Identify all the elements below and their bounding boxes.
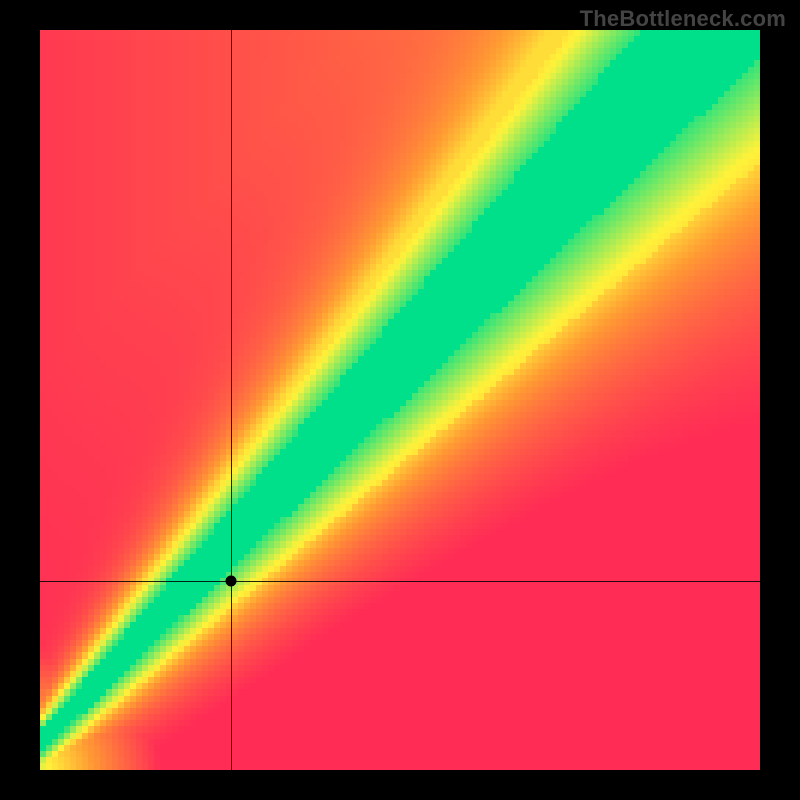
- bottleneck-heatmap: [40, 30, 760, 770]
- crosshair-vertical: [231, 30, 232, 770]
- chart-container: TheBottleneck.com: [0, 0, 800, 800]
- watermark-text: TheBottleneck.com: [580, 6, 786, 32]
- crosshair-horizontal: [40, 581, 760, 582]
- plot-area: [40, 30, 760, 770]
- selection-marker-dot: [225, 576, 236, 587]
